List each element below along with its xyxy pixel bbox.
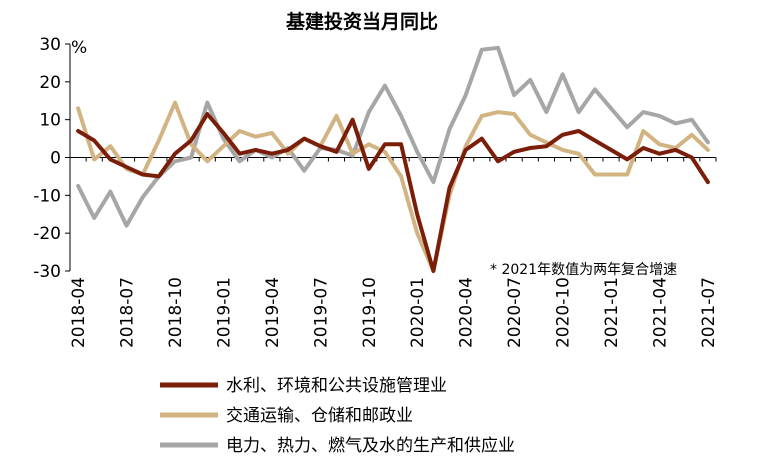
- y-tick-label: 20: [39, 73, 61, 93]
- series-lines: [76, 45, 710, 273]
- x-tick-label: 2018-10: [166, 277, 186, 348]
- legend: 水利、环境和公共设施管理业交通运输、仓储和邮政业电力、热力、燃气及水的生产和供应…: [160, 376, 515, 456]
- legend-label: 交通运输、仓储和邮政业: [226, 406, 413, 426]
- y-tick-label: 0: [50, 149, 61, 169]
- y-tick-label: 10: [39, 111, 61, 131]
- x-tick-label: 2019-04: [263, 277, 283, 348]
- y-axis-unit: %: [71, 38, 87, 58]
- x-tick-label: 2020-01: [408, 277, 428, 348]
- x-tick-label: 2021-07: [699, 277, 719, 348]
- x-tick-label: 2019-01: [214, 277, 234, 348]
- series-line: [76, 100, 710, 273]
- x-tick-label: 2021-01: [602, 277, 622, 348]
- x-tick-label: 2019-10: [360, 277, 380, 348]
- y-tick-label: -30: [33, 262, 61, 282]
- legend-label: 水利、环境和公共设施管理业: [226, 376, 447, 396]
- y-tick-label: -10: [33, 186, 61, 206]
- chart-title: 基建投资当月同比: [285, 10, 438, 33]
- chart-note: * 2021年数值为两年复合增速: [490, 261, 677, 278]
- x-tick-label: 2020-04: [457, 277, 477, 348]
- x-tick-label: 2021-04: [650, 277, 670, 348]
- axes: 30 20 10 0 -10 -20 -30 2018-04 2018-07 2018-10 201…: [33, 35, 719, 348]
- series-line: [76, 45, 710, 228]
- x-tick-label: 2018-07: [118, 277, 138, 348]
- y-tick-label: 30: [39, 35, 61, 55]
- y-tick-label: -20: [33, 224, 61, 244]
- x-tick-label: 2020-10: [554, 277, 574, 348]
- x-tick-label: 2020-07: [505, 277, 525, 348]
- legend-label: 电力、热力、燃气及水的生产和供应业: [226, 436, 515, 456]
- series-line: [76, 112, 710, 273]
- x-tick-label: 2018-04: [69, 277, 89, 348]
- x-tick-label: 2019-07: [311, 277, 331, 348]
